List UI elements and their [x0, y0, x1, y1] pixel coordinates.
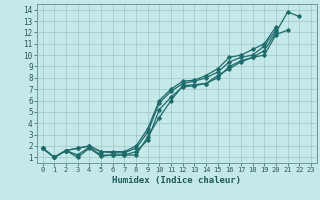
X-axis label: Humidex (Indice chaleur): Humidex (Indice chaleur) — [112, 176, 241, 185]
